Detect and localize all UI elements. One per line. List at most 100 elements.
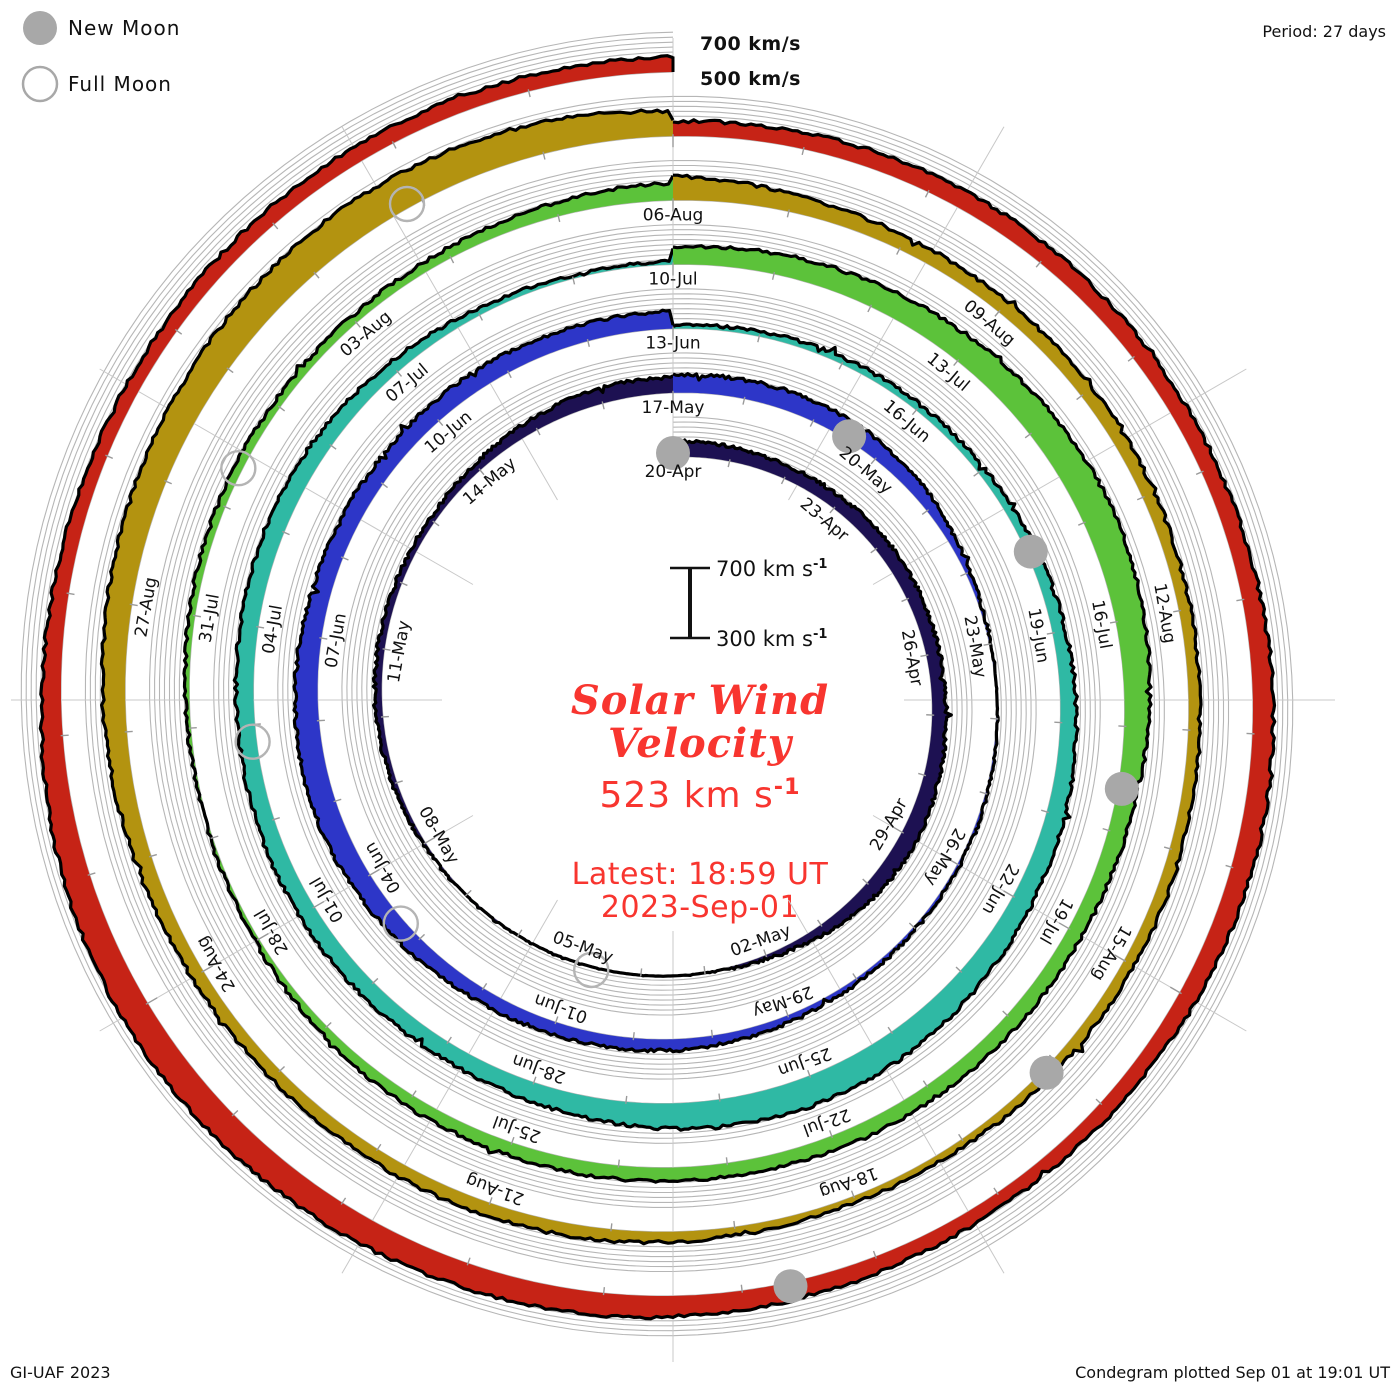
velocity-trace-turn-2 [232, 248, 1080, 1132]
tick [277, 405, 286, 412]
tick [281, 530, 290, 536]
tick [901, 597, 910, 603]
tick [411, 1090, 417, 1098]
tick [763, 949, 768, 958]
new-moon-marker [1029, 1055, 1064, 1090]
tick [892, 826, 905, 834]
tick [1127, 355, 1135, 362]
date-label-31-jul: 31-Jul [196, 592, 224, 644]
tick [488, 1197, 493, 1206]
date-label-20-apr: 20-Apr [645, 462, 702, 482]
tick [105, 454, 114, 459]
tick [955, 966, 963, 974]
tick [226, 367, 234, 374]
tick [911, 408, 919, 416]
tick [786, 209, 790, 218]
tick [340, 1197, 347, 1205]
tick [947, 858, 960, 866]
current-velocity-value: 523 km s-1 [599, 773, 801, 816]
legend-label-new-moon: New Moon [68, 16, 181, 40]
tick [201, 965, 214, 973]
date-label-13-jun: 13-Jun [645, 334, 700, 354]
tick [449, 255, 455, 264]
tick [983, 643, 992, 646]
date-label-16-jun: 16-Jun [879, 396, 934, 447]
tick [571, 276, 576, 285]
tick [256, 625, 265, 629]
tick [870, 457, 877, 465]
tick [1002, 1010, 1009, 1018]
tick [896, 247, 901, 255]
tick [887, 1026, 894, 1035]
tick [312, 900, 325, 909]
tick [145, 997, 158, 1005]
tick [1035, 260, 1042, 268]
velocity-trace-turn-0 [371, 374, 953, 978]
tick [446, 1036, 452, 1045]
tick [192, 614, 201, 618]
tick [1109, 620, 1119, 624]
velocity-trace-turn-4 [99, 108, 1203, 1246]
full-moon-marker [388, 185, 426, 223]
tick [340, 556, 349, 561]
tick [87, 872, 96, 876]
tick [174, 328, 183, 335]
tick [164, 479, 172, 485]
tick [918, 772, 927, 777]
date-label-28-jul: 28-Jul [251, 905, 293, 958]
scale-label-bottom: 300 km s-1 [716, 627, 828, 651]
tick [1040, 809, 1050, 814]
tick [256, 933, 269, 941]
date-label-10-jul: 10-Jul [648, 270, 697, 290]
date-label-16-jul: 16-Jul [1087, 599, 1115, 651]
tick [1058, 922, 1071, 931]
tick [371, 977, 379, 985]
tick [862, 878, 869, 885]
tick [867, 304, 873, 313]
tick [1225, 864, 1234, 869]
date-label-06-aug: 06-Aug [643, 205, 704, 225]
tick [610, 1223, 613, 1232]
tick [272, 222, 279, 230]
full-moon-marker [573, 951, 610, 989]
tick [554, 1016, 559, 1025]
tick [809, 419, 815, 427]
tick [1003, 890, 1016, 898]
tick [872, 1250, 877, 1259]
gridline-700 [20, 31, 1294, 1337]
tick [1136, 495, 1145, 501]
tick [129, 603, 138, 607]
tick [1102, 827, 1111, 832]
tick [418, 933, 426, 941]
tick [920, 654, 929, 658]
tick [617, 1159, 620, 1168]
tick [953, 358, 960, 366]
date-label-17-may: 17-May [642, 398, 705, 418]
tick [464, 889, 472, 897]
tick [231, 1110, 239, 1117]
tick [817, 919, 823, 927]
tick [437, 419, 444, 427]
radial-ticks [60, 89, 1255, 1296]
tick [850, 1190, 855, 1199]
axis-label-inner: 500 km/s [700, 68, 801, 90]
tick [725, 1157, 729, 1166]
tick [324, 1021, 332, 1029]
tick [222, 505, 231, 510]
tick [478, 312, 483, 321]
tick [639, 968, 643, 977]
date-label-05-may: 05-May [550, 928, 616, 968]
tick [1024, 432, 1032, 439]
tick [516, 929, 523, 937]
tick [466, 1257, 471, 1266]
tick [506, 370, 512, 379]
tick [481, 983, 488, 991]
tick [1076, 394, 1084, 401]
tick [432, 520, 440, 527]
tick [510, 1136, 515, 1145]
tick [329, 443, 337, 450]
scale-label-top: 700 km s-1 [716, 557, 828, 581]
tick [740, 1284, 743, 1293]
date-label-27-aug: 27-Aug [131, 576, 161, 639]
tick [319, 636, 328, 640]
